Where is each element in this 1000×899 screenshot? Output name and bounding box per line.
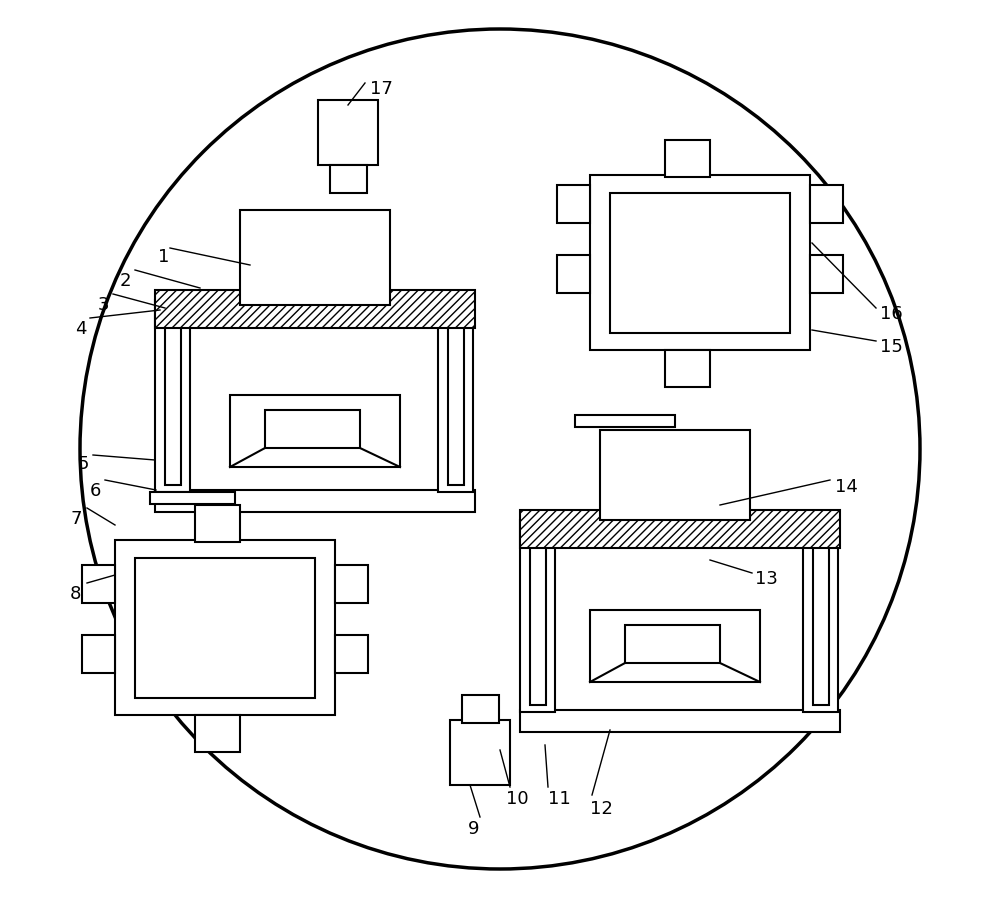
Bar: [335, 565, 368, 603]
Bar: [82, 565, 115, 603]
Bar: [438, 300, 473, 492]
Bar: [195, 505, 240, 542]
Bar: [530, 525, 546, 705]
Bar: [240, 210, 390, 305]
Text: 17: 17: [370, 80, 393, 98]
Bar: [195, 715, 240, 752]
Text: 13: 13: [755, 570, 778, 588]
Bar: [155, 300, 190, 492]
Text: 14: 14: [835, 478, 858, 496]
Text: 8: 8: [70, 585, 81, 603]
Bar: [115, 540, 335, 715]
Bar: [590, 175, 810, 350]
Text: 11: 11: [548, 790, 571, 808]
Bar: [520, 710, 840, 732]
Text: 12: 12: [590, 800, 613, 818]
Bar: [813, 525, 829, 705]
Bar: [665, 140, 710, 177]
Bar: [155, 490, 475, 512]
Bar: [448, 305, 464, 485]
Text: 1: 1: [158, 248, 169, 266]
Text: 2: 2: [120, 272, 132, 290]
Text: 10: 10: [506, 790, 529, 808]
Bar: [318, 100, 378, 165]
Text: 16: 16: [880, 305, 903, 323]
Text: 5: 5: [78, 455, 90, 473]
Bar: [803, 520, 838, 712]
Bar: [665, 350, 710, 387]
Bar: [557, 255, 590, 293]
Bar: [462, 695, 499, 723]
Bar: [557, 185, 590, 223]
Text: 3: 3: [98, 296, 110, 314]
Bar: [610, 193, 790, 333]
Bar: [265, 410, 360, 448]
Bar: [625, 625, 720, 663]
Bar: [155, 290, 475, 328]
Bar: [150, 492, 235, 504]
Bar: [135, 558, 315, 698]
Bar: [810, 185, 843, 223]
Bar: [330, 165, 367, 193]
Text: 4: 4: [75, 320, 87, 338]
Bar: [810, 255, 843, 293]
Bar: [520, 510, 840, 548]
Bar: [335, 635, 368, 673]
Bar: [450, 720, 510, 785]
Bar: [165, 305, 181, 485]
Text: 9: 9: [468, 820, 480, 838]
Bar: [520, 520, 555, 712]
Text: 15: 15: [880, 338, 903, 356]
Text: 7: 7: [70, 510, 82, 528]
Bar: [230, 395, 400, 467]
Bar: [575, 415, 675, 427]
Bar: [590, 610, 760, 682]
Bar: [600, 430, 750, 520]
Bar: [82, 635, 115, 673]
Text: 6: 6: [90, 482, 101, 500]
